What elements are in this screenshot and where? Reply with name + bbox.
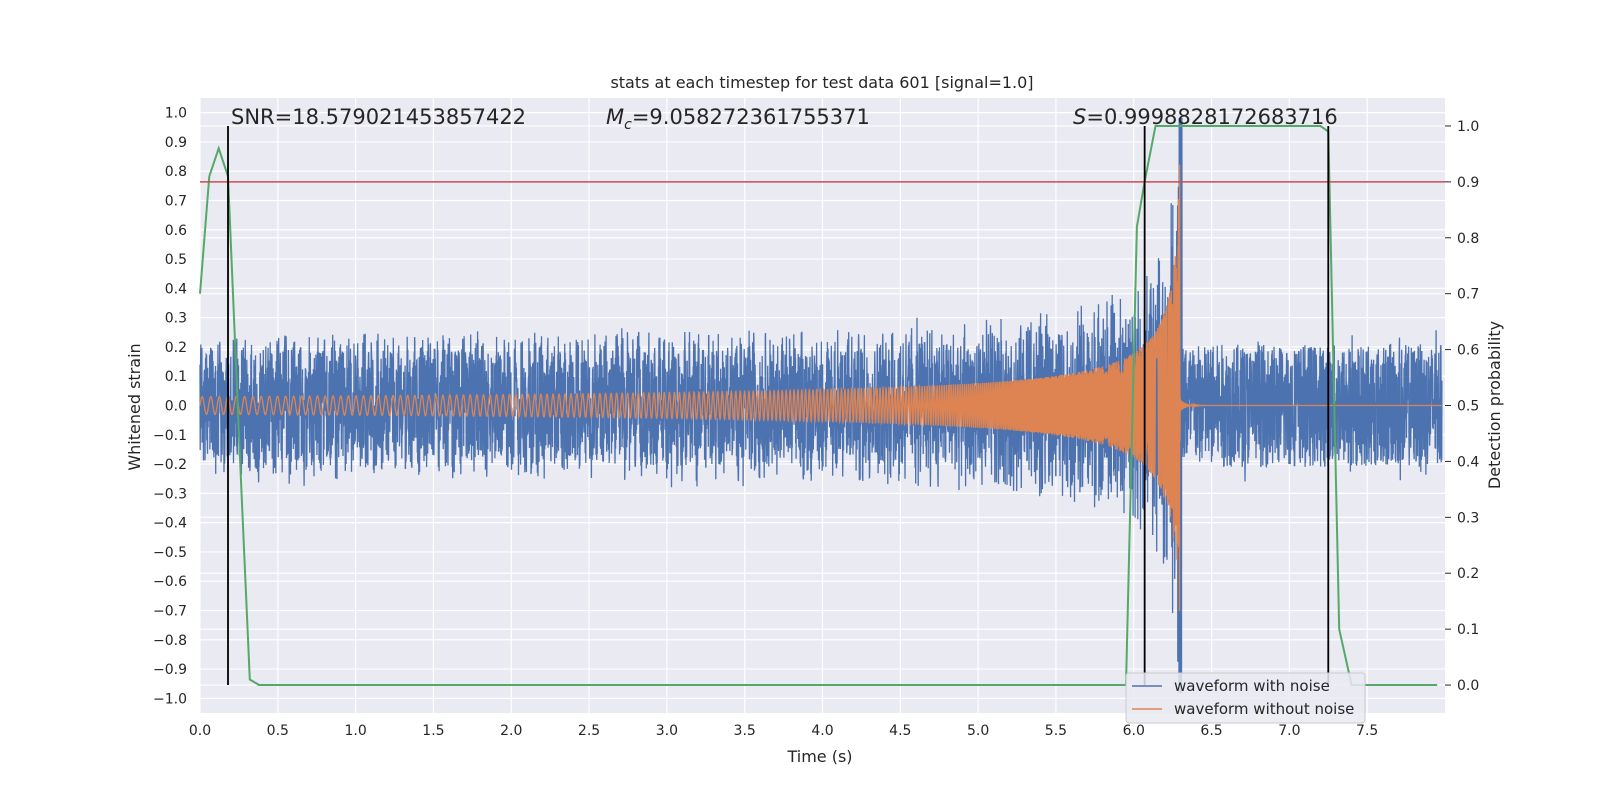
significance-annotation: S=0.9998828172683716	[1073, 105, 1338, 129]
x-tick-label: 5.0	[967, 723, 989, 739]
y-tick-label: 0.1	[165, 369, 187, 385]
x-axis-label: Time (s)	[786, 747, 852, 766]
y-tick-label: −1.0	[153, 691, 187, 707]
y-axis-label: Whitened strain	[125, 343, 144, 470]
y2-tick-label: 0.4	[1457, 454, 1479, 470]
y-tick-label: 0.3	[165, 311, 187, 327]
series-layer	[199, 117, 1443, 694]
chirp-mass-symbol: M	[606, 105, 624, 129]
y-tick-label: −0.9	[153, 662, 187, 678]
y2-tick-label: 0.6	[1457, 343, 1479, 359]
y-tick-label: −0.5	[153, 545, 187, 561]
x-tick-label: 7.0	[1278, 723, 1300, 739]
y2-tick-label: 0.2	[1457, 566, 1479, 582]
y2-tick-label: 0.8	[1457, 231, 1479, 247]
x-tick-label: 5.5	[1045, 723, 1067, 739]
y2-tick-label: 0.5	[1457, 399, 1479, 415]
y-tick-label: 0.2	[165, 340, 187, 356]
x-tick-label: 4.5	[889, 723, 911, 739]
chart-title: stats at each timestep for test data 601…	[610, 73, 1033, 92]
y-tick-label: 0.9	[165, 135, 187, 151]
series-waveform-without-noise	[199, 164, 1442, 612]
x-tick-label: 2.0	[500, 723, 522, 739]
legend-label-noise: waveform with noise	[1174, 677, 1330, 695]
chirp-mass-annotation: Mc=9.058272361755371	[606, 105, 870, 133]
y2-tick-label: 0.1	[1457, 622, 1479, 638]
x-tick-label: 1.5	[422, 723, 444, 739]
x-axis: 0.0 0.5 1.0 1.5 2.0 2.5 3.0 3.5 4.0 4.5 5.0 5.5 6.0 6…	[189, 723, 1378, 739]
significance-value: =0.9998828172683716	[1086, 105, 1337, 129]
x-tick-label: 6.0	[1123, 723, 1145, 739]
legend-box	[1125, 672, 1366, 724]
y-tick-label: −0.8	[153, 633, 187, 649]
legend-label-clean: waveform without noise	[1174, 700, 1354, 718]
x-tick-label: 3.0	[656, 723, 678, 739]
y-tick-label: 0.6	[165, 223, 187, 239]
x-tick-label: 0.0	[189, 723, 211, 739]
y-tick-label: −0.7	[153, 604, 187, 620]
significance-symbol: S	[1073, 105, 1086, 129]
x-tick-label: 6.5	[1200, 723, 1222, 739]
x-tick-label: 3.5	[734, 723, 756, 739]
chirp-mass-value: =9.058272361755371	[632, 105, 870, 129]
y2-tick-label: 1.0	[1457, 119, 1479, 135]
x-tick-label: 2.5	[578, 723, 600, 739]
y-tick-label: 1.0	[165, 106, 187, 122]
x-tick-label: 0.5	[267, 723, 289, 739]
y-tick-label: −0.1	[153, 428, 187, 444]
chirp-mass-subscript: c	[624, 117, 632, 133]
y-tick-label: 0.7	[165, 194, 187, 210]
y2-tick-label: 0.7	[1457, 287, 1479, 303]
y2-tick-label: 0.9	[1457, 175, 1479, 191]
y-axis-left: 1.0 0.9 0.8 0.7 0.6 0.5 0.4 0.3 0.2 0.1 0.0 −0.1 −0.…	[153, 106, 187, 708]
x-tick-label: 1.0	[344, 723, 366, 739]
y-tick-label: 0.0	[165, 399, 187, 415]
y-axis-right: 1.0 0.9 0.8 0.7 0.6 0.5 0.4 0.3 0.2 0.1 0.0	[1445, 119, 1479, 694]
overlay-lines	[200, 125, 1445, 686]
x-tick-label: 4.0	[811, 723, 833, 739]
y-tick-label: 0.4	[165, 281, 187, 297]
snr-annotation: SNR=18.579021453857422	[231, 105, 526, 129]
y-tick-label: 0.8	[165, 164, 187, 180]
y2-axis-label: Detection probability	[1485, 321, 1504, 489]
y-tick-label: −0.6	[153, 574, 187, 590]
series-detection-probability	[199, 125, 1438, 686]
legend: waveform with noise waveform without noi…	[1125, 672, 1366, 724]
y2-tick-label: 0.3	[1457, 510, 1479, 526]
y-tick-label: −0.4	[153, 516, 187, 532]
series-waveform-with-noise	[199, 117, 1443, 694]
y-tick-label: 0.5	[165, 252, 187, 268]
y-tick-label: −0.3	[153, 486, 187, 502]
y-tick-label: −0.2	[153, 457, 187, 473]
x-tick-label: 7.5	[1356, 723, 1378, 739]
y2-tick-label: 0.0	[1457, 678, 1479, 694]
